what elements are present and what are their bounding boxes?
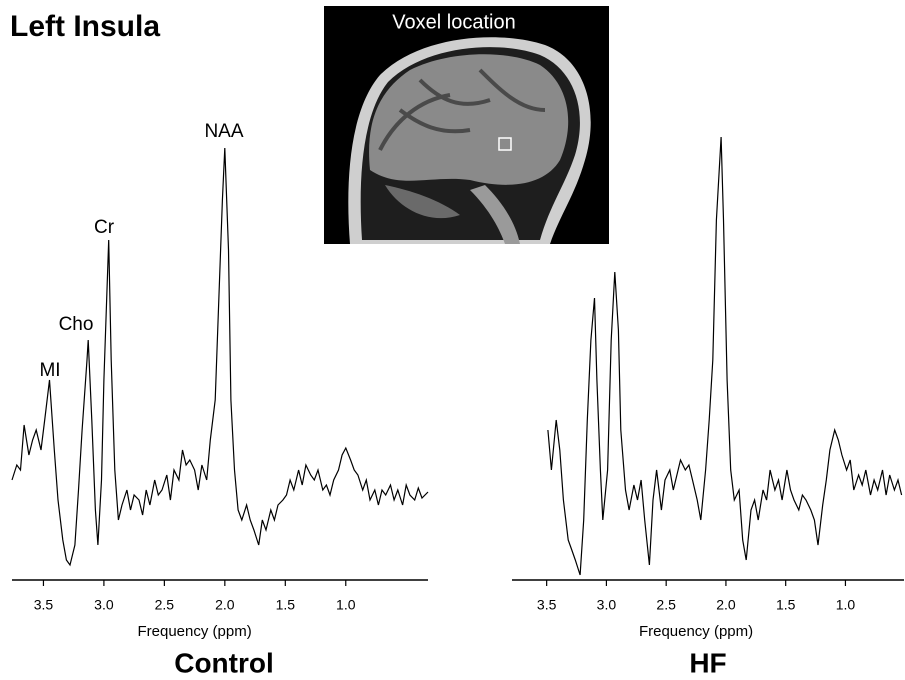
x-tick-label: 1.0 xyxy=(336,597,356,613)
brain-inset: Voxel location xyxy=(324,6,609,244)
inset-label: Voxel location xyxy=(392,11,515,33)
x-tick-label: 3.0 xyxy=(597,597,617,613)
x-tick-label: 2.5 xyxy=(656,597,676,613)
x-tick-label: 3.5 xyxy=(34,597,54,613)
x-tick-label: 1.0 xyxy=(836,597,856,613)
peak-label: MI xyxy=(39,360,60,381)
peak-label: Cho xyxy=(59,314,94,335)
caption: HF xyxy=(689,647,726,678)
page: Left Insula Voxel location MI Cho Cr NAA… xyxy=(0,0,905,680)
caption: Control xyxy=(174,647,274,678)
peak-label: NAA xyxy=(204,121,243,142)
x-tick-label: 3.5 xyxy=(537,597,557,613)
x-tick-label: 1.5 xyxy=(276,597,296,613)
x-tick-label: 3.0 xyxy=(94,597,114,613)
x-axis-label: Frequency (ppm) xyxy=(137,623,251,640)
x-axis-label: Frequency (ppm) xyxy=(639,623,753,640)
figure: Left Insula Voxel location MI Cho Cr NAA… xyxy=(0,0,905,680)
peak-label: Cr xyxy=(94,217,115,238)
figure-title: Left Insula xyxy=(10,10,160,43)
x-tick-label: 2.0 xyxy=(215,597,235,613)
x-tick-label: 2.5 xyxy=(155,597,175,613)
x-tick-label: 2.0 xyxy=(716,597,736,613)
x-tick-label: 1.5 xyxy=(776,597,796,613)
